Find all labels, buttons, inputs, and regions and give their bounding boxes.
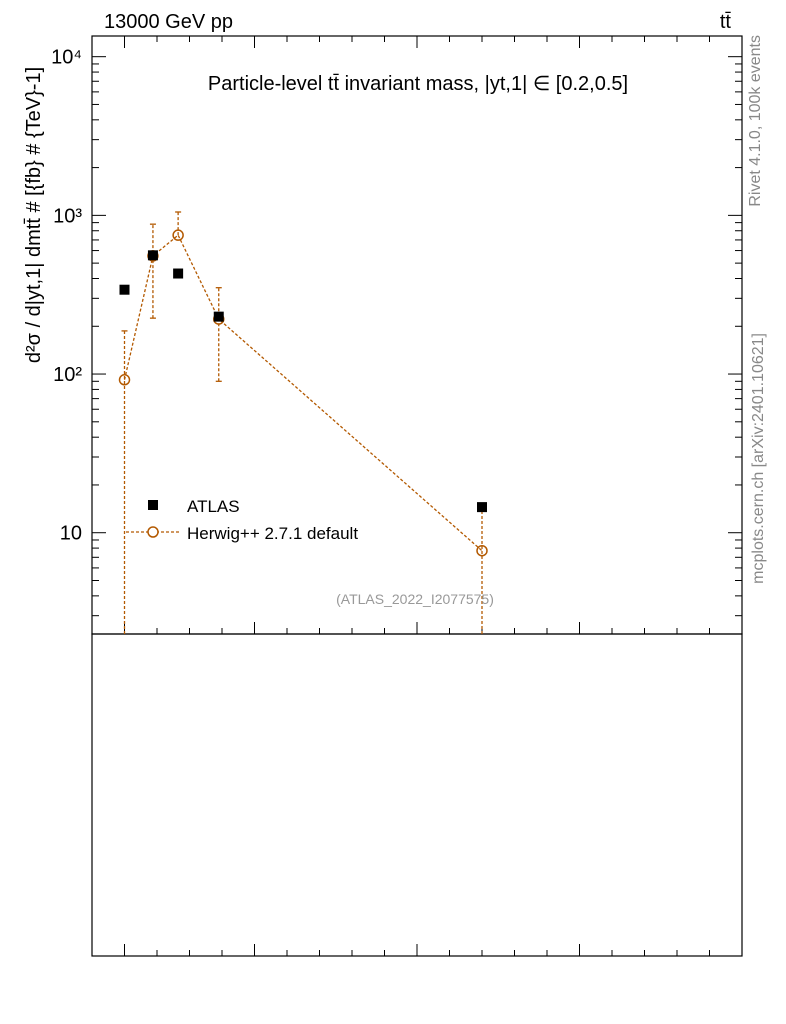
analysis-watermark: (ATLAS_2022_I2077575) [336,591,494,607]
atlas-point [173,268,184,279]
y-tick-label-1000: 10³ [53,205,82,227]
main-plot-frame [91,35,743,635]
y-axis-ticks [92,56,742,617]
legend-atlas-label: ATLAS [187,497,240,516]
atlas-point [477,502,487,513]
y-tick-label-10000: 10⁴ [51,47,82,69]
y-tick-labels: 10 10² 10³ 10⁴ [51,47,82,545]
legend-herwig-label: Herwig++ 2.7.1 default [187,524,358,543]
y-tick-label-100: 10² [53,364,82,386]
ratio-plot-frame [91,633,743,957]
herwig-point [476,544,488,557]
y-tick-label-10: 10 [60,523,82,545]
atlas-point [213,311,224,322]
herwig-line [123,234,483,552]
legend-atlas-marker [148,500,158,510]
herwig-point [118,374,131,386]
rivet-version-label: Rivet 4.1.0, 100k events [747,35,764,207]
chart-title: Particle-level tt̄ invariant mass, |yt,1… [208,73,628,95]
y-axis-label: d²σ / d|yt,1| dmtt̄ # [{fb} # {TeV}-1] [23,67,45,363]
energy-label: 13000 GeV pp [104,11,233,33]
atlas-point [119,284,130,295]
source-label: mcplots.cern.ch [arXiv:2401.10621] [750,333,767,584]
herwig-point [172,229,184,241]
x-axis-ticks [91,36,743,956]
series-atlas [119,250,487,513]
legend: ATLAS Herwig++ 2.7.1 default [126,497,358,543]
legend-herwig-marker [147,526,159,538]
atlas-point [147,250,158,261]
process-label: tt̄ [720,11,732,33]
